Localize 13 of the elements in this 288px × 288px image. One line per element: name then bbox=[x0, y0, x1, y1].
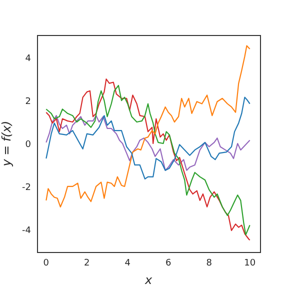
y-axis-title: y = f(x) bbox=[0, 120, 14, 168]
y-tick-label: -4 bbox=[22, 226, 32, 236]
x-axis-title: x bbox=[144, 272, 153, 287]
y-tick-label: -2 bbox=[22, 182, 31, 193]
y-tick-label: 2 bbox=[25, 96, 31, 107]
x-tick-label: 4 bbox=[124, 258, 131, 269]
y-tick-label: 4 bbox=[25, 54, 32, 64]
y-tick-label: 0 bbox=[25, 140, 32, 150]
x-tick-label: 8 bbox=[206, 258, 212, 269]
x-tick-label: 0 bbox=[43, 258, 50, 269]
x-tick-label: 6 bbox=[165, 258, 172, 269]
x-tick-label: 10 bbox=[244, 258, 256, 269]
x-tick-label: 2 bbox=[84, 258, 90, 269]
